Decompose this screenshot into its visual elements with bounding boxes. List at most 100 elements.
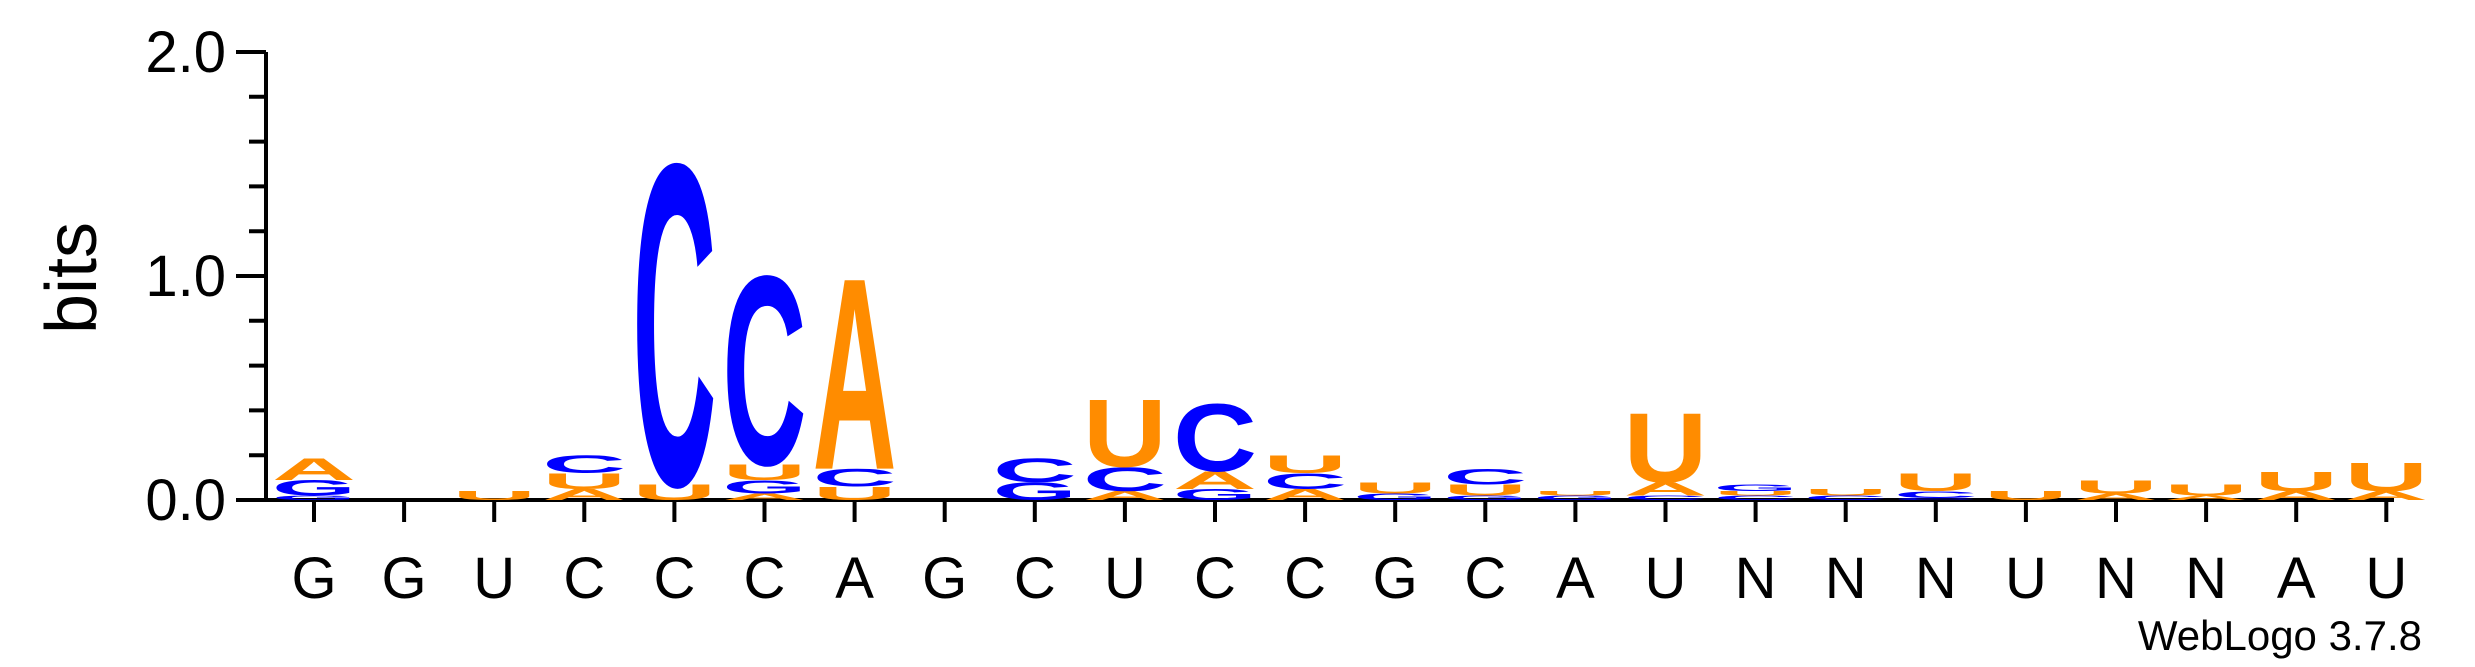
logo-letter-g: G (1533, 494, 1617, 501)
x-tick-label: C (653, 546, 695, 611)
logo-stack: CAU (1624, 392, 1708, 503)
logo-letter-u: U (2074, 476, 2158, 497)
logo-stack: CUG (1714, 483, 1798, 502)
x-tick-label: A (835, 546, 874, 611)
x-tick-label: C (1014, 546, 1056, 611)
x-tick-label: N (2095, 546, 2137, 611)
logo-letter-a: A (813, 221, 897, 527)
logo-letter-u: U (1443, 481, 1527, 498)
logo-stack: AU (2254, 466, 2338, 503)
logo-letter-c: C (1894, 489, 1978, 499)
logo-letter-g: G (272, 476, 356, 501)
y-tick-labels: 0.0 1.0 2.0 (145, 20, 226, 533)
logo-letter-g: G (1714, 483, 1798, 493)
x-tick-label: C (563, 546, 605, 611)
x-tick-label: C (1194, 546, 1236, 611)
logo-stack: CCU (1894, 469, 1978, 501)
logo-letter-g: G (272, 494, 356, 501)
logo-letter-g: G (1173, 486, 1257, 503)
x-tick-label: C (1284, 546, 1326, 611)
logo-letter-u: U (1624, 392, 1708, 503)
x-tick-label: G (382, 546, 427, 611)
logo-letter-a: A (2164, 494, 2248, 501)
logo-letter-a: A (1173, 466, 1257, 494)
logo-letter-u: U (542, 469, 626, 493)
logo-stack: UCA (813, 221, 897, 527)
logo-letter-a: A (2254, 489, 2338, 503)
logo-stack: CU (1804, 487, 1888, 501)
logo-stack: GU (1353, 479, 1437, 502)
logo-stack: GAC (1173, 383, 1257, 503)
logo-letter-a: A (2074, 492, 2158, 502)
logo-letter-a: A (272, 452, 356, 487)
x-tick-label: U (473, 546, 515, 611)
logo-letter-c: C (1173, 383, 1257, 491)
y-ticks (236, 50, 266, 502)
logo-letter-g: G (1353, 492, 1437, 502)
logo-letter-c: C (1083, 460, 1167, 498)
logo-letter-g: G (1443, 494, 1527, 501)
y-tick-label: 1.0 (145, 244, 226, 309)
logo-letter-a: A (1624, 479, 1708, 500)
logo-letter-u: U (723, 460, 807, 484)
logo-stack: GGA (272, 452, 356, 501)
logo-stack: GU (1533, 490, 1617, 501)
axes (264, 52, 2394, 502)
x-tick-label: N (1915, 546, 1957, 611)
y-tick-label: 0.0 (145, 468, 226, 533)
logo-letter-a: A (1263, 486, 1347, 503)
logo-letter-u: U (813, 483, 897, 504)
logo-stack: U (452, 489, 536, 503)
logo-letter-c: C (1624, 494, 1708, 501)
logo-letter-u: U (2344, 455, 2428, 500)
logo-letter-u: U (1804, 487, 1888, 497)
logo-letter-u: U (2164, 481, 2248, 498)
logo-letter-c: C (1714, 494, 1798, 501)
logo-letter-c: C (542, 451, 626, 479)
logo-stack: U (1984, 489, 2068, 503)
logo-stack: GUC (1443, 465, 1527, 502)
x-tick-label: U (2365, 546, 2407, 611)
x-tick-label: G (291, 546, 336, 611)
logo-letter-c: C (993, 451, 1077, 489)
x-tick-label: G (1373, 546, 1418, 611)
x-tick-label: A (1556, 546, 1595, 611)
logo-letter-c: C (723, 220, 807, 523)
x-tick-label: N (1825, 546, 1867, 611)
logo-letter-c: C (1443, 465, 1527, 489)
weblogo-credit: WebLogo 3.7.8 (2138, 612, 2422, 659)
logo-stack: AU (2344, 455, 2428, 503)
x-tick-label: A (2277, 546, 2316, 611)
logo-letter-u: U (1714, 490, 1798, 497)
logo-letter-a: A (542, 486, 626, 503)
x-tick-label: C (1464, 546, 1506, 611)
x-tick-label: U (1104, 546, 1146, 611)
logo-stack: AU (2164, 481, 2248, 501)
logo-stack: AUC (542, 451, 626, 504)
logo-stack: ACU (1083, 379, 1167, 503)
logo-letter-c: C (1263, 469, 1347, 493)
logo-letter-u: U (1533, 490, 1617, 497)
x-ticks (312, 500, 2389, 522)
x-tick-label: N (1735, 546, 1777, 611)
x-tick-label: U (1645, 546, 1687, 611)
logo-letter-u: U (452, 489, 536, 503)
logo-letter-a: A (1083, 489, 1167, 503)
logo-letter-c: C (632, 69, 716, 583)
logo-letter-c: C (1804, 494, 1888, 501)
logo-stack: ACU (1263, 451, 1347, 504)
y-axis-label: bits (32, 222, 112, 334)
x-tick-label: U (2005, 546, 2047, 611)
logo-letter-c: C (813, 464, 897, 492)
x-tick-label: G (922, 546, 967, 611)
y-tick-label: 2.0 (145, 20, 226, 85)
logo-letter-u: U (2254, 466, 2338, 497)
logo-letter-a: A (2344, 489, 2428, 503)
logo-letter-u: U (1894, 469, 1978, 497)
x-tick-label: N (2185, 546, 2227, 611)
logo-letter-a: A (723, 492, 807, 502)
